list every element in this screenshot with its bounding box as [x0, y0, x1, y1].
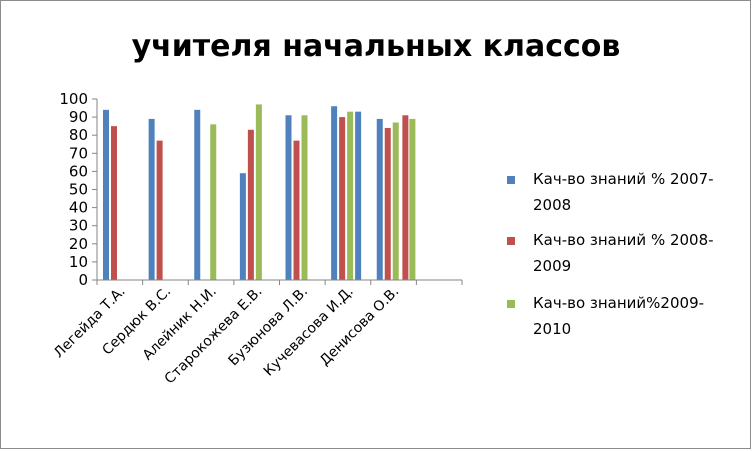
x-tick-label: Денисова О.В. [317, 284, 402, 369]
bar-series-3 [210, 124, 217, 280]
legend: Кач-во знаний % 2007- 2008 Кач-во знаний %… [507, 170, 714, 338]
bar-series-2 [293, 140, 300, 280]
bar-series-1 [355, 111, 362, 280]
bar-series-1 [103, 109, 109, 280]
legend-swatch [507, 176, 515, 184]
y-tick-label: 50 [69, 181, 88, 199]
bar-series-2 [402, 115, 409, 280]
legend-label: Кач-во знаний%2009- [533, 294, 704, 312]
y-tick-label: 100 [59, 90, 88, 108]
y-tick-label: 80 [69, 126, 88, 144]
y-tick-label: 90 [69, 108, 88, 126]
bar-series-2 [111, 126, 117, 281]
legend-label: Кач-во знаний % 2007- [533, 170, 714, 188]
legend-swatch [507, 237, 515, 245]
bar-series-3 [301, 115, 308, 280]
bar-series-1 [285, 115, 292, 280]
bar-series-1 [148, 118, 155, 280]
x-axis: Легейда Т.А.Сердюк В.С.Алейник Н.И.Старо… [51, 279, 463, 387]
y-tick-label: 30 [69, 217, 88, 235]
bar-series-1 [331, 106, 338, 281]
bar-series-1 [194, 109, 201, 280]
bar-series-2 [247, 129, 254, 280]
y-tick-label: 60 [69, 162, 88, 180]
legend-label: 2008 [533, 196, 571, 214]
legend-label: 2009 [533, 257, 571, 275]
y-tick-label: 10 [69, 253, 88, 271]
y-tick-label: 70 [69, 144, 88, 162]
bar-series-1 [376, 118, 383, 280]
bar-series-2 [339, 117, 346, 280]
bar-series-2 [384, 127, 391, 281]
bar-series-3 [392, 122, 399, 280]
y-tick-label: 20 [69, 235, 88, 253]
bar-series-3 [347, 111, 354, 280]
y-tick-label: 40 [69, 199, 88, 217]
chart-title: учителя начальных классов [132, 29, 621, 64]
legend-label: Кач-во знаний % 2008- [533, 231, 714, 249]
bars-layer [103, 104, 416, 281]
legend-swatch [507, 300, 515, 308]
bar-series-3 [409, 118, 416, 280]
bar-series-1 [239, 173, 246, 280]
y-tick-label: 0 [78, 271, 88, 289]
bar-series-3 [255, 104, 262, 281]
bar-series-2 [156, 140, 163, 280]
legend-label: 2010 [533, 320, 571, 338]
x-tick-label: Бузюнова Л.В. [225, 284, 311, 370]
